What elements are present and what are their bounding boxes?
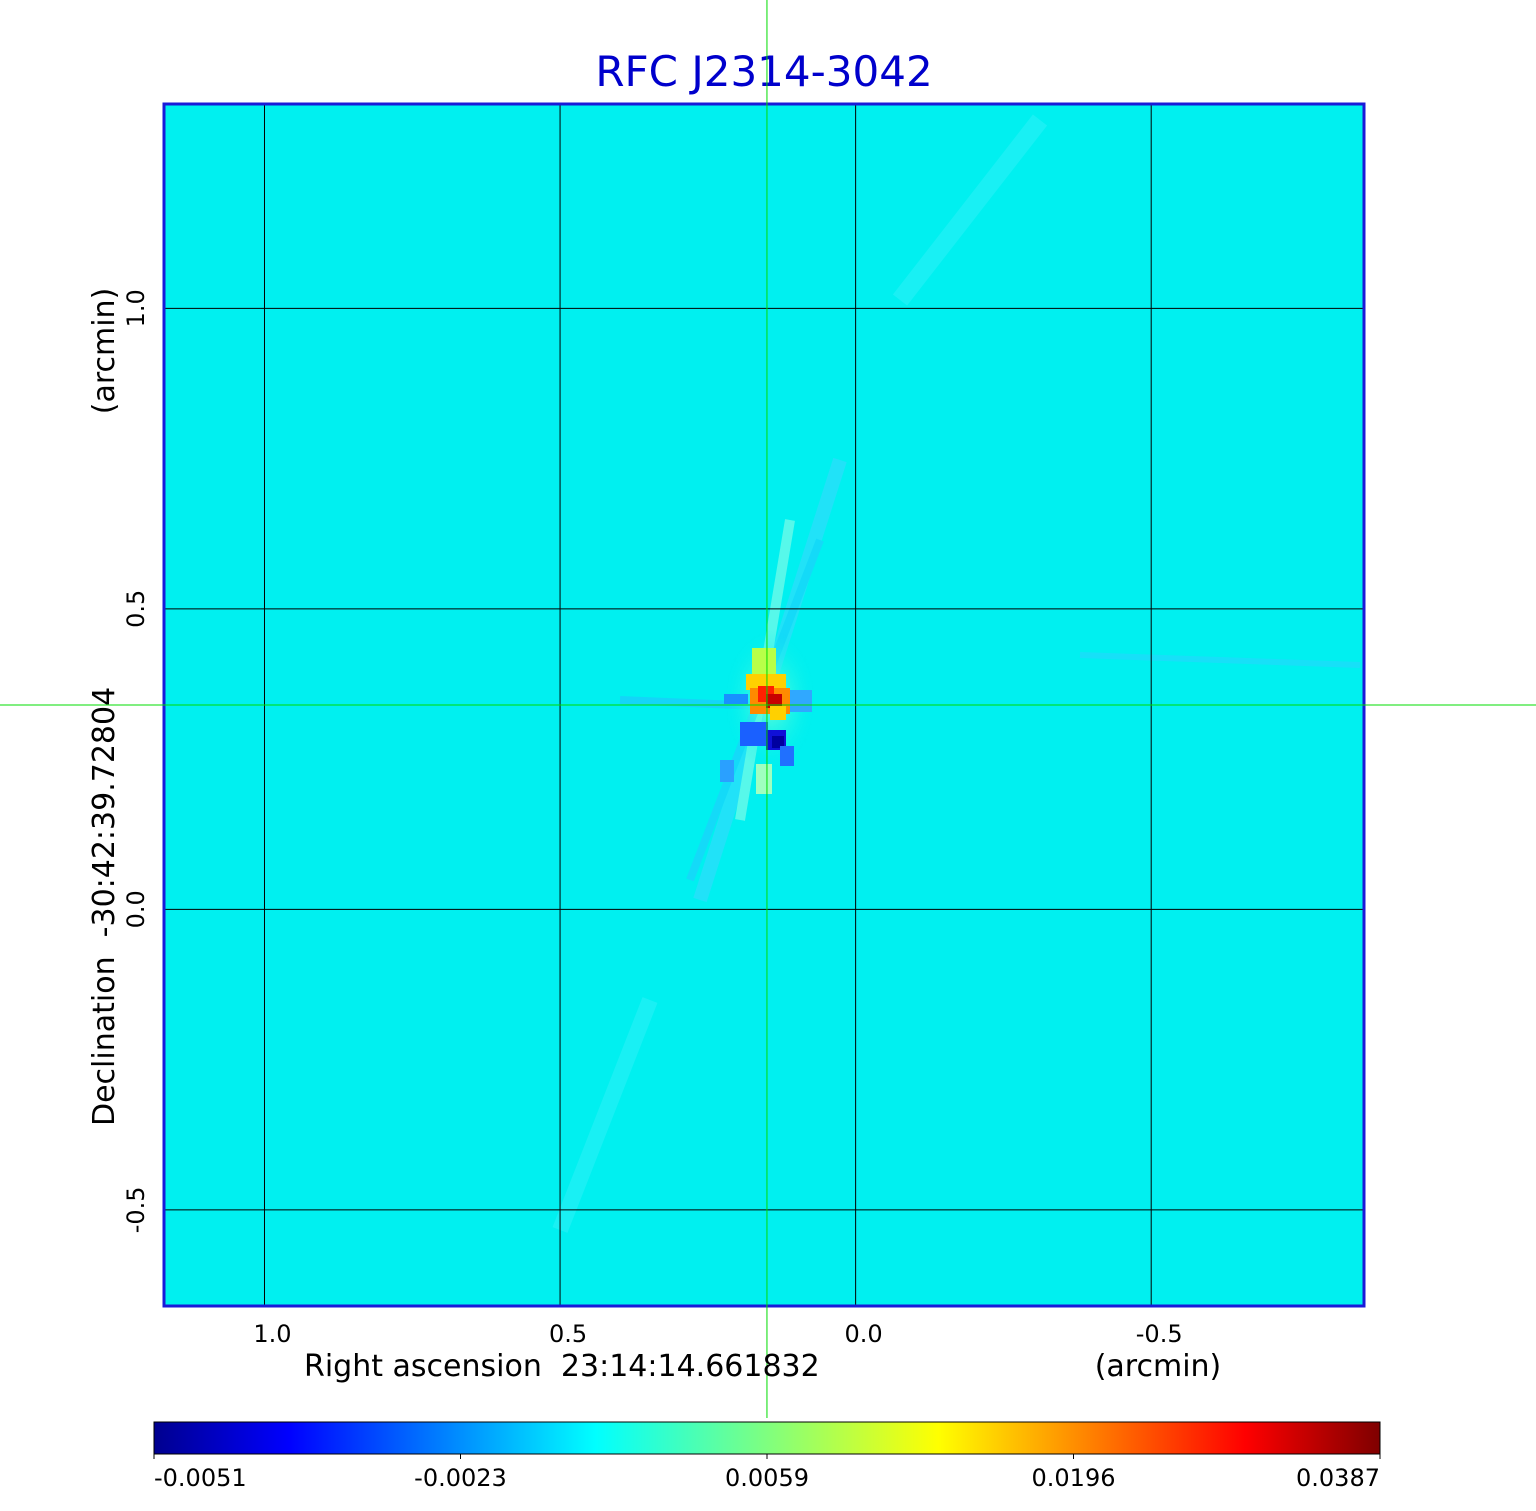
x-tick-label: 0.0: [845, 1320, 883, 1348]
colorbar-label: 0.0059: [725, 1464, 809, 1492]
x-axis-unit: (arcmin): [1095, 1349, 1222, 1384]
y-tick-label: -0.5: [122, 1186, 150, 1233]
colorbar: [153, 1421, 1381, 1455]
crosshair: [0, 0, 1536, 1418]
colorbar-label: 0.0387: [1296, 1464, 1380, 1492]
colorbar-label: 0.0196: [1032, 1464, 1116, 1492]
x-axis-label: Right ascension 23:14:14.661832: [304, 1349, 820, 1384]
x-tick-label: 0.5: [549, 1320, 587, 1348]
source-blob: [720, 630, 816, 794]
y-tick-label: 1.0: [122, 289, 150, 327]
colorbar-labels: -0.0051 -0.0023 0.0059 0.0196 0.0387: [153, 1454, 1381, 1492]
x-tick-label: 1.0: [253, 1320, 291, 1348]
y-axis-label: Declination -30:42:39.72804: [87, 687, 122, 1126]
colorbar-label: -0.0051: [154, 1464, 247, 1492]
chart-title: RFC J2314-3042: [595, 47, 932, 96]
colorbar-label: -0.0023: [414, 1464, 507, 1492]
y-axis-unit: (arcmin): [87, 288, 122, 415]
x-tick-labels: 1.0 0.5 0.0 -0.5: [253, 1320, 1182, 1348]
y-tick-label: 0.0: [122, 890, 150, 928]
y-tick-label: 0.5: [122, 590, 150, 628]
y-tick-labels: 1.0 0.5 0.0 -0.5: [122, 289, 150, 1233]
x-tick-label: -0.5: [1136, 1320, 1183, 1348]
